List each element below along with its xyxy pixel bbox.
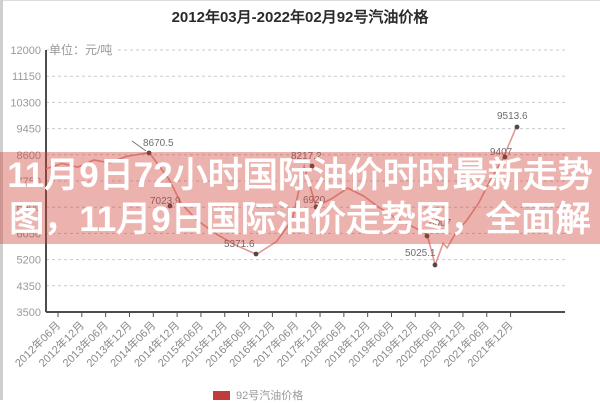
unit-label: 单位：元/吨 [49, 41, 116, 58]
headline-overlay-banner: 11月9日72小时国际油价时时最新走势 图，11月9日国际油价走势图，全面解 [0, 152, 600, 244]
legend-label: 92号汽油价格 [236, 390, 304, 402]
data-point-marker [424, 233, 430, 239]
y-axis-label: 6050 [17, 228, 41, 240]
data-point-marker [502, 154, 508, 160]
data-point-marker [253, 251, 259, 257]
data-point-marker [514, 124, 520, 130]
y-axis-label: 6900 [17, 202, 41, 214]
y-axis-label: 8600 [17, 150, 41, 162]
y-axis-label: 5200 [17, 255, 41, 267]
label-leader-line [131, 140, 147, 152]
data-point-label: 9407 [490, 147, 513, 158]
legend: 92号汽油价格 [213, 387, 303, 403]
top-border [0, 0, 600, 1]
data-point-label: 8670.5 [143, 138, 174, 149]
data-point-label: 6920 [303, 195, 326, 206]
data-point-label: 8217.2 [291, 151, 322, 162]
y-axis-label: 11150 [12, 71, 41, 83]
y-axis-label: 4350 [17, 281, 41, 293]
y-axis-label: 9450 [17, 124, 41, 136]
y-axis-label: 12000 [10, 45, 41, 57]
data-point-label: 7023.9 [150, 196, 181, 207]
legend-swatch-icon [213, 390, 230, 400]
data-point-marker [167, 203, 173, 209]
left-border [0, 0, 3, 400]
data-point-marker [309, 163, 315, 169]
y-axis-label: 3500 [17, 307, 41, 319]
headline-line-2: 图，11月9日国际油价走势图，全面解 [9, 200, 591, 239]
headline-line-1: 11月9日72小时国际油价时时最新走势 [7, 156, 593, 195]
data-point-label: 5371.6 [224, 239, 255, 250]
chart-title: 2012年03月-2022年02月92号汽油价格 [171, 9, 429, 26]
data-point-marker [313, 204, 319, 210]
data-point-label: 6007 [429, 218, 452, 229]
data-point-marker [146, 150, 152, 156]
y-axis-label: 10300 [10, 97, 41, 109]
y-axis-label: 7750 [17, 176, 41, 188]
data-point-label: 5025.1 [405, 248, 436, 259]
data-point-label: 9513.6 [497, 111, 528, 122]
data-point-marker [432, 262, 438, 268]
